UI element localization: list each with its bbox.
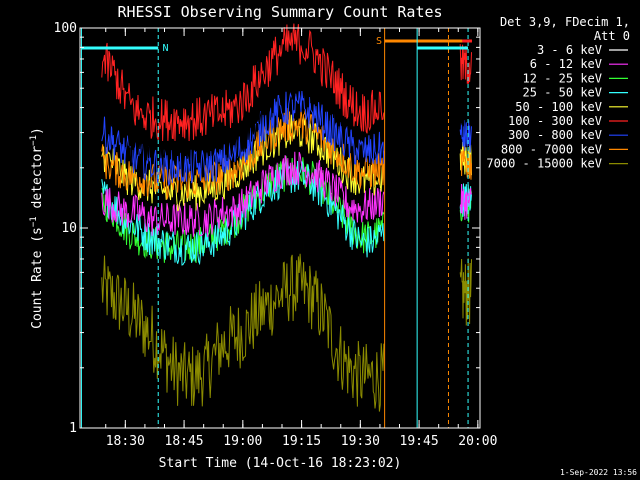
- legend-label-4: 50 - 100 keV: [515, 100, 602, 114]
- y-axis-label-end: ): [30, 127, 45, 135]
- y-axis-label-exponent-2: −1: [29, 135, 39, 146]
- x-tick-label-3: 19:15: [282, 434, 321, 449]
- series-line-4: [101, 114, 385, 212]
- x-axis-label: Start Time (14-Oct-16 18:23:02): [159, 456, 402, 471]
- legend-label-0: 3 - 6 keV: [537, 43, 602, 57]
- legend-label-5: 100 - 300 keV: [508, 114, 602, 128]
- legend-label-7: 800 - 7000 keV: [501, 142, 602, 156]
- series-1-group: [101, 151, 472, 238]
- chart-data-layer: [101, 23, 472, 412]
- legend-item-2: 12 - 25 keV: [523, 71, 628, 85]
- series-line-1: [101, 151, 385, 238]
- x-tick-label-6: 20:00: [458, 434, 497, 449]
- y-tick-label-2: 100: [54, 21, 77, 36]
- legend-item-3: 25 - 50 keV: [523, 86, 628, 100]
- legend-header-line-1: Det 3,9, FDecim 1,: [500, 15, 630, 29]
- y-axis-label: Count Rate (s−1 detector−1): [29, 127, 45, 329]
- y-tick-label-1: 10: [61, 221, 77, 236]
- series-late-line-6: [459, 120, 472, 153]
- marker-label-n: N: [163, 43, 169, 54]
- marker-label-s: S: [376, 36, 382, 47]
- legend-label-3: 25 - 50 keV: [523, 86, 602, 100]
- legend-item-4: 50 - 100 keV: [515, 100, 628, 114]
- x-tick-label-2: 19:00: [223, 434, 262, 449]
- chart-title: RHESSI Observing Summary Count Rates: [117, 3, 442, 21]
- series-late-line-1: [459, 183, 472, 220]
- series-late-line-5: [459, 44, 472, 84]
- legend-item-1: 6 - 12 keV: [530, 57, 628, 71]
- series-late-line-7: [459, 145, 472, 180]
- x-tick-label-4: 19:30: [341, 434, 380, 449]
- y-axis-label-unit: detector: [30, 146, 45, 217]
- series-8-group: [101, 253, 472, 412]
- legend-label-2: 12 - 25 keV: [523, 71, 602, 85]
- legend-label-8: 7000 - 15000 keV: [486, 157, 602, 171]
- series-late-line-0: [459, 90, 472, 130]
- series-0-group: [101, 59, 472, 165]
- legend-item-5: 100 - 300 keV: [508, 114, 628, 128]
- legend-header-line-2: Att 0: [594, 29, 630, 43]
- legend-label-6: 300 - 800 keV: [508, 128, 602, 142]
- legend-item-7: 800 - 7000 keV: [501, 142, 628, 156]
- legend-item-8: 7000 - 15000 keV: [486, 157, 628, 171]
- x-tick-label-5: 19:45: [400, 434, 439, 449]
- generation-timestamp: 1-Sep-2022 13:56: [560, 468, 637, 477]
- series-line-0: [101, 59, 385, 165]
- series-late-line-8: [459, 258, 472, 326]
- y-axis-label-exponent: −1: [29, 216, 39, 227]
- legend-item-0: 3 - 6 keV: [537, 43, 628, 57]
- series-line-5: [101, 23, 385, 142]
- y-tick-label-0: 1: [69, 421, 77, 436]
- legend-item-6: 300 - 800 keV: [508, 128, 628, 142]
- series-line-3: [101, 160, 385, 266]
- x-tick-label-1: 18:45: [165, 434, 204, 449]
- x-tick-label-0: 18:30: [106, 434, 145, 449]
- legend-label-1: 6 - 12 keV: [530, 57, 602, 71]
- chart-axis-layer: 18:30 18:45 19:00 19:15 19:30 19:45 20:00 1 10 10…: [54, 21, 498, 449]
- y-axis-label-prefix: Count Rate (s: [30, 227, 45, 329]
- series-5-group: [101, 23, 472, 142]
- series-line-8: [101, 253, 385, 412]
